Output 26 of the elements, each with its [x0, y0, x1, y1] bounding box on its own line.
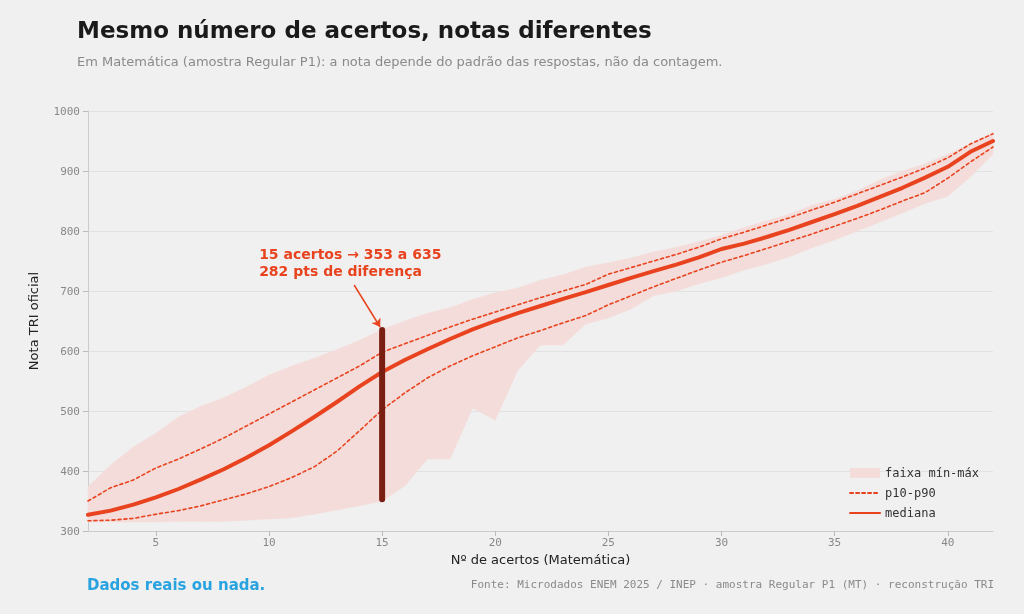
annotation: 15 acertos → 353 a 635 282 pts de diferença — [259, 245, 442, 279]
x-axis-title: Nº de acertos (Matemática) — [450, 551, 631, 567]
x-tick-label: 25 — [601, 536, 615, 549]
text: Dados reais ou nada. — [87, 575, 266, 594]
y-tick-label: 700 — [60, 284, 80, 298]
y-tick-label: 1000 — [53, 104, 80, 118]
x-tick-label: 5 — [152, 536, 160, 549]
x-tick-label: 20 — [488, 536, 502, 549]
y-tick-label: 800 — [60, 224, 80, 238]
y-tick-label: 300 — [60, 524, 80, 538]
x-tick-label: 30 — [714, 536, 729, 549]
chart-title: Mesmo número de acertos, notas diferentes — [77, 16, 652, 43]
legend-label: faixa mín-máx — [885, 466, 979, 480]
legend-label: mediana — [885, 506, 936, 520]
y-axis-title: Nota TRI oficial — [26, 271, 41, 371]
x-tick-label: 40 — [941, 536, 955, 549]
source-note: Fonte: Microdados ENEM 2025 / INEP · amostra Regular P1 (MT) · reconstrução TRI — [470, 578, 995, 591]
y-tick-label: 900 — [60, 164, 80, 178]
y-tick-label: 500 — [60, 404, 80, 418]
x-tick-label: 35 — [828, 536, 842, 549]
x-tick-label: 15 — [375, 536, 389, 549]
chart-subtitle: Em Matemática (amostra Regular P1): a nota depende do padrão das respostas, não da contagem. — [77, 54, 723, 69]
y-tick-label: 600 — [60, 344, 80, 358]
legend-label: p10-p90 — [885, 486, 936, 500]
y-tick-label: 400 — [60, 464, 80, 478]
x-tick-label: 10 — [262, 536, 276, 549]
